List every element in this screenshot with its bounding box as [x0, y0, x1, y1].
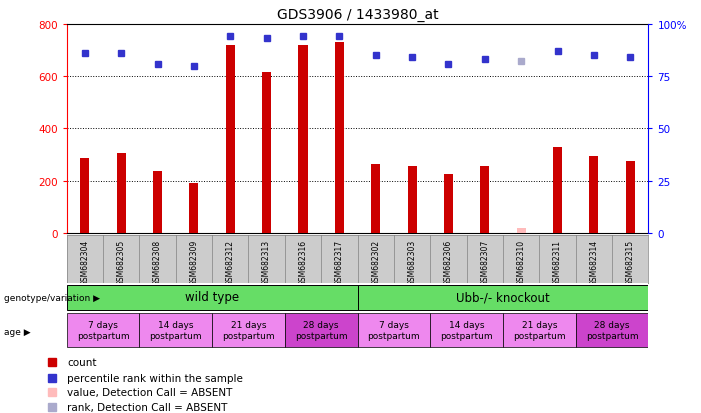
Bar: [335, 43, 344, 233]
Bar: [553, 147, 562, 233]
Bar: [189, 184, 198, 233]
Text: GSM682305: GSM682305: [116, 239, 125, 285]
Bar: [226, 46, 235, 233]
Text: 14 days
postpartum: 14 days postpartum: [149, 320, 202, 340]
Bar: [139, 313, 212, 347]
Bar: [212, 313, 285, 347]
Text: 28 days
postpartum: 28 days postpartum: [586, 320, 639, 340]
Text: GSM682314: GSM682314: [590, 239, 599, 285]
Text: GSM682312: GSM682312: [226, 239, 235, 285]
Text: 14 days
postpartum: 14 days postpartum: [440, 320, 493, 340]
Text: GSM682315: GSM682315: [626, 239, 634, 285]
Bar: [153, 172, 162, 233]
Bar: [67, 285, 358, 311]
Bar: [517, 228, 526, 233]
Text: wild type: wild type: [185, 291, 239, 304]
Text: GSM682304: GSM682304: [81, 239, 89, 285]
Bar: [358, 285, 648, 311]
Bar: [407, 167, 416, 233]
Text: GSM682303: GSM682303: [407, 239, 416, 285]
Text: GSM682317: GSM682317: [335, 239, 343, 285]
Bar: [503, 313, 576, 347]
Bar: [262, 73, 271, 233]
Text: value, Detection Call = ABSENT: value, Detection Call = ABSENT: [67, 387, 233, 397]
Text: GSM682307: GSM682307: [480, 239, 489, 285]
Text: GSM682310: GSM682310: [517, 239, 526, 285]
Title: GDS3906 / 1433980_at: GDS3906 / 1433980_at: [277, 8, 438, 22]
Text: 7 days
postpartum: 7 days postpartum: [76, 320, 129, 340]
Bar: [444, 175, 453, 233]
Bar: [67, 313, 139, 347]
Text: age ▶: age ▶: [4, 327, 30, 336]
Bar: [371, 164, 380, 233]
Text: count: count: [67, 357, 97, 367]
Text: 21 days
postpartum: 21 days postpartum: [222, 320, 275, 340]
Text: GSM682302: GSM682302: [372, 239, 380, 285]
Text: rank, Detection Call = ABSENT: rank, Detection Call = ABSENT: [67, 402, 228, 412]
Bar: [576, 313, 648, 347]
Bar: [590, 157, 599, 233]
Bar: [358, 313, 430, 347]
Bar: [626, 161, 635, 233]
Text: GSM682309: GSM682309: [189, 239, 198, 285]
Text: GSM682316: GSM682316: [299, 239, 308, 285]
Text: GSM682311: GSM682311: [553, 239, 562, 285]
Bar: [285, 313, 358, 347]
Bar: [116, 154, 125, 233]
Text: percentile rank within the sample: percentile rank within the sample: [67, 373, 243, 383]
Text: Ubb-/- knockout: Ubb-/- knockout: [456, 291, 550, 304]
Text: GSM682313: GSM682313: [262, 239, 271, 285]
Text: GSM682306: GSM682306: [444, 239, 453, 285]
Text: 7 days
postpartum: 7 days postpartum: [367, 320, 420, 340]
Bar: [299, 46, 308, 233]
Bar: [80, 159, 89, 233]
Text: genotype/variation ▶: genotype/variation ▶: [4, 293, 100, 302]
Bar: [430, 313, 503, 347]
Bar: [480, 167, 489, 233]
Text: GSM682308: GSM682308: [153, 239, 162, 285]
Text: 28 days
postpartum: 28 days postpartum: [295, 320, 348, 340]
Text: 21 days
postpartum: 21 days postpartum: [513, 320, 566, 340]
